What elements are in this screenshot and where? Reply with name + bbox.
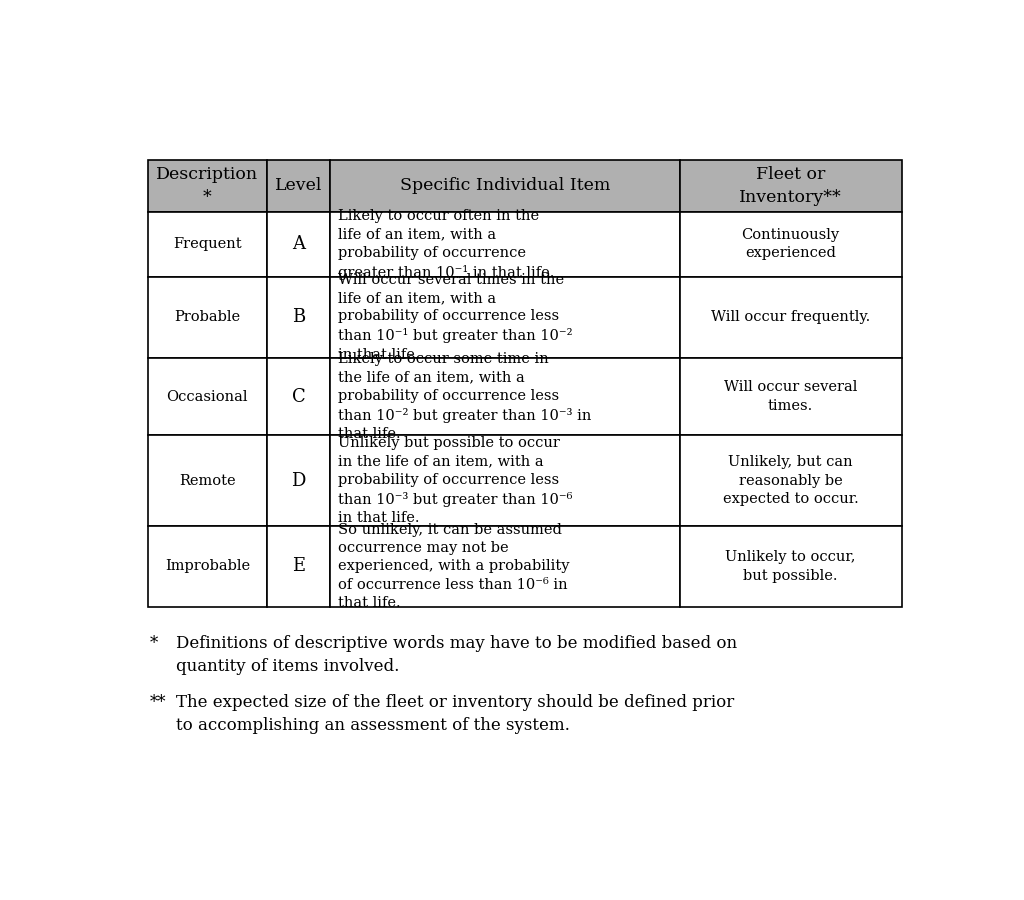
- Text: Occasional: Occasional: [167, 390, 248, 403]
- Text: Description
*: Description *: [157, 166, 258, 205]
- Text: Continuously
experienced: Continuously experienced: [741, 228, 840, 260]
- Text: Unlikely but possible to occur
in the life of an item, with a
probability of occ: Unlikely but possible to occur in the li…: [338, 436, 572, 526]
- Text: *: *: [151, 634, 159, 652]
- Text: Will occur frequently.: Will occur frequently.: [711, 310, 870, 324]
- Text: Likely to occur often in the
life of an item, with a
probability of occurrence
g: Likely to occur often in the life of an …: [338, 209, 555, 280]
- Bar: [147, 212, 267, 276]
- Bar: [331, 436, 680, 526]
- Bar: [267, 212, 331, 276]
- Bar: [331, 212, 680, 276]
- Text: Fleet or
Inventory**: Fleet or Inventory**: [739, 166, 842, 205]
- Bar: [267, 357, 331, 436]
- Bar: [147, 357, 267, 436]
- Bar: [331, 276, 680, 357]
- Text: C: C: [292, 388, 305, 406]
- Text: Remote: Remote: [179, 473, 236, 488]
- Text: Unlikely to occur,
but possible.: Unlikely to occur, but possible.: [725, 550, 856, 582]
- Text: D: D: [292, 472, 306, 490]
- Text: B: B: [292, 308, 305, 326]
- Text: E: E: [292, 557, 305, 575]
- Bar: [680, 436, 902, 526]
- Bar: [147, 526, 267, 607]
- Text: Improbable: Improbable: [165, 560, 250, 573]
- Bar: [680, 160, 902, 212]
- Text: Unlikely, but can
reasonably be
expected to occur.: Unlikely, but can reasonably be expected…: [723, 455, 858, 506]
- Bar: [147, 436, 267, 526]
- Text: Frequent: Frequent: [173, 238, 242, 251]
- Text: Likely to occur some time in
the life of an item, with a
probability of occurren: Likely to occur some time in the life of…: [338, 352, 592, 441]
- Text: Definitions of descriptive words may have to be modified based on
quantity of it: Definitions of descriptive words may hav…: [176, 634, 736, 675]
- Bar: [267, 526, 331, 607]
- Bar: [680, 526, 902, 607]
- Bar: [680, 212, 902, 276]
- Text: So unlikely, it can be assumed
occurrence may not be
experienced, with a probabi: So unlikely, it can be assumed occurrenc…: [338, 523, 569, 610]
- Bar: [267, 436, 331, 526]
- Text: The expected size of the fleet or inventory should be defined prior
to accomplis: The expected size of the fleet or invent…: [176, 694, 734, 734]
- Text: Specific Individual Item: Specific Individual Item: [399, 177, 610, 194]
- Bar: [331, 160, 680, 212]
- Bar: [147, 160, 267, 212]
- Bar: [267, 160, 331, 212]
- Text: Will occur several
times.: Will occur several times.: [724, 381, 857, 413]
- Text: **: **: [151, 694, 167, 711]
- Bar: [680, 357, 902, 436]
- Text: A: A: [292, 235, 305, 253]
- Text: Will occur several times in the
life of an item, with a
probability of occurrenc: Will occur several times in the life of …: [338, 273, 572, 362]
- Text: Level: Level: [274, 177, 323, 194]
- Bar: [267, 276, 331, 357]
- Bar: [331, 357, 680, 436]
- Bar: [680, 276, 902, 357]
- Bar: [147, 276, 267, 357]
- Text: Probable: Probable: [174, 310, 241, 324]
- Bar: [331, 526, 680, 607]
